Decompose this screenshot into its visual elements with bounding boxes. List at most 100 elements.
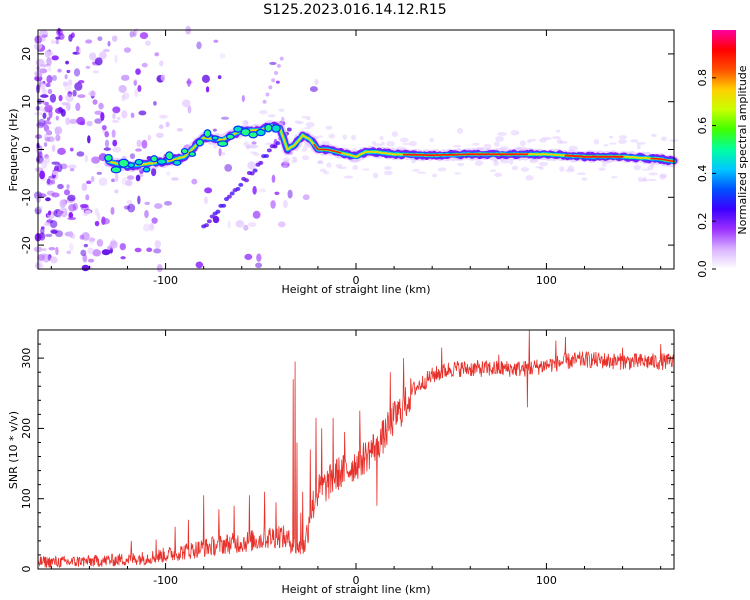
spectrogram-noise-blob <box>242 120 249 126</box>
spectrogram-noise-blob <box>55 36 61 40</box>
spectrogram-noise-blob <box>224 163 233 172</box>
spectrogram-ridge-blob <box>188 151 197 157</box>
spectrogram-noise-blob <box>129 153 136 160</box>
spectrogram-branch-blob <box>215 209 221 214</box>
colorbar-tick-label: 0.4 <box>696 165 709 183</box>
spectrogram-ridge-blob <box>165 151 174 161</box>
spectrogram-noise-blob <box>43 142 48 147</box>
spectrogram-noise-blob <box>373 143 382 147</box>
spectrogram-noise-blob <box>51 161 60 165</box>
spectrogram-noise-blob <box>220 116 230 120</box>
spectrogram-noise-blob <box>185 80 193 85</box>
spectrogram-noise-blob <box>83 243 89 248</box>
spectrogram-ridge-blob <box>172 159 182 166</box>
spectrogram-noise-blob <box>72 202 79 211</box>
spectrogram-y-tick-label: -20 <box>20 236 33 254</box>
snr-x-tick-label: -100 <box>153 574 178 587</box>
spectrogram-ridge-blob <box>134 158 144 166</box>
spectrogram-noise-blob <box>116 116 121 121</box>
spectrogram-noise-blob <box>110 206 115 215</box>
spectrogram-noise-blob <box>56 209 62 219</box>
spectrogram-noise-blob <box>325 125 333 130</box>
spectrogram-noise-blob <box>647 178 657 182</box>
spectrogram-noise-blob <box>85 39 93 44</box>
spectrogram-noise-blob <box>47 88 53 95</box>
spectrogram-x-tick-label: 0 <box>353 274 360 287</box>
spectrogram-noise-blob <box>133 80 137 86</box>
spectrogram-noise-blob <box>252 210 261 219</box>
spectrogram-noise-blob <box>610 176 618 179</box>
spectrogram-noise-blob <box>65 117 71 126</box>
spectrogram-noise-blob <box>153 101 157 106</box>
spectrogram-noise-blob <box>55 39 60 45</box>
spectrogram-noise-blob <box>247 222 257 228</box>
spectrogram-noise-blob <box>511 165 518 171</box>
spectrogram-noise-blob <box>35 134 43 139</box>
spectrogram-noise-blob <box>75 45 80 53</box>
spectrogram-noise-blob <box>135 27 139 34</box>
spectrogram-noise-blob <box>149 223 155 232</box>
spectrogram-noise-blob <box>269 61 277 66</box>
spectrogram-noise-blob <box>408 140 417 147</box>
spectrogram-noise-blob <box>111 178 115 183</box>
spectrogram-noise-blob <box>146 247 153 253</box>
spectrogram-noise-blob <box>58 94 63 102</box>
spectrogram-x-tick-label: -100 <box>153 274 178 287</box>
spectrogram-noise-blob <box>66 250 72 255</box>
spectrogram-noise-blob <box>94 208 99 216</box>
spectrogram-noise-blob <box>112 146 122 153</box>
spectrogram-noise-blob <box>102 48 110 53</box>
spectrogram-noise-blob <box>39 68 48 74</box>
spectrogram-noise-blob <box>82 253 88 263</box>
spectrogram-noise-blob <box>55 134 61 142</box>
spectrogram-noise-blob <box>386 140 395 147</box>
spectrogram-noise-blob <box>271 174 276 183</box>
spectrogram-ridge-blob <box>264 123 273 133</box>
spectrogram-noise-blob <box>195 261 204 269</box>
spectrogram-noise-blob <box>542 136 552 141</box>
spectrogram-noise-blob <box>138 110 147 116</box>
spectrogram-noise-blob <box>350 134 357 141</box>
spectrogram-noise-blob <box>92 249 102 257</box>
spectrogram-noise-blob <box>50 229 58 234</box>
spectrogram-noise-blob <box>412 169 420 172</box>
spectrogram-noise-blob <box>74 82 83 91</box>
spectrogram-noise-blob <box>227 220 231 229</box>
spectrogram-noise-blob <box>163 201 172 206</box>
spectrogram-noise-blob <box>150 167 157 177</box>
spectrogram-noise-blob <box>243 141 250 147</box>
colorbar-tick-label: 0.8 <box>696 69 709 87</box>
spectrogram-noise-blob <box>203 196 208 205</box>
spectrogram-noise-blob <box>107 245 113 250</box>
spectrogram-noise-blob <box>35 205 43 210</box>
snr-panel: -100 0 100 0 100 200 300 Height of straight li… <box>7 329 675 596</box>
spectrogram-noise-blob <box>635 142 646 145</box>
spectrogram-branch-blob <box>244 178 250 183</box>
snr-y-tick-label: 300 <box>20 348 33 369</box>
spectrogram-noise-blob <box>431 173 438 178</box>
spectrogram-noise-blob <box>72 89 77 97</box>
spectrogram-noise-blob <box>494 141 500 147</box>
spectrogram-noise-blob <box>67 194 76 202</box>
spectrogram-noise-blob <box>219 52 226 59</box>
spectrogram-noise-blob <box>278 108 285 112</box>
spectrogram-ridge-blob <box>211 135 219 141</box>
spectrogram-noise-blob <box>141 62 148 68</box>
spectrogram-noise-blob <box>119 243 126 251</box>
spectrogram-noise-blob <box>647 165 654 171</box>
spectrogram-noise-blob <box>659 173 668 178</box>
spectrogram-noise-blob <box>79 203 89 209</box>
spectrogram-noise-blob <box>41 88 47 96</box>
spectrogram-noise-blob <box>156 264 163 273</box>
spectrogram-noise-blob <box>72 51 80 55</box>
spectrogram-noise-blob <box>98 177 108 186</box>
spectrogram-noise-blob <box>47 63 52 72</box>
spectrogram-noise-blob <box>187 105 192 114</box>
snr-y-axis-label: SNR (10 * v/v) <box>7 411 20 489</box>
spectrogram-noise-blob <box>141 139 148 149</box>
spectrogram-branch-blob <box>266 148 272 153</box>
spectrogram-branch-blob <box>274 71 279 76</box>
spectrogram-noise-blob <box>472 142 480 146</box>
spectrogram-noise-blob <box>129 30 134 38</box>
spectrogram-noise-blob <box>144 40 151 46</box>
